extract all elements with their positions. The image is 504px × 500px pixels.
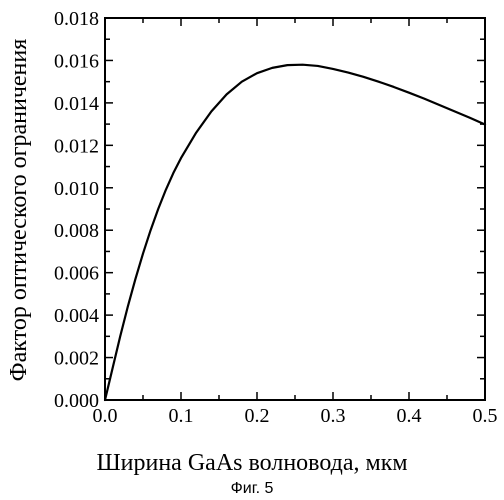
figure-caption: Фиг. 5 bbox=[0, 480, 504, 498]
svg-text:0.1: 0.1 bbox=[169, 405, 194, 427]
svg-text:0.012: 0.012 bbox=[54, 135, 99, 157]
svg-text:0.006: 0.006 bbox=[54, 263, 99, 285]
svg-text:0.002: 0.002 bbox=[54, 348, 99, 370]
svg-text:0.000: 0.000 bbox=[54, 390, 99, 412]
svg-text:0.2: 0.2 bbox=[245, 405, 270, 427]
svg-text:0.004: 0.004 bbox=[54, 305, 99, 327]
svg-text:0.3: 0.3 bbox=[321, 405, 346, 427]
x-axis-label: Ширина GaAs волновода, мкм bbox=[0, 450, 504, 477]
svg-text:0.010: 0.010 bbox=[54, 178, 99, 200]
svg-text:0.014: 0.014 bbox=[54, 93, 99, 115]
y-axis-label: Фактор оптического ограничения bbox=[6, 0, 33, 420]
svg-text:0.008: 0.008 bbox=[54, 220, 99, 242]
svg-text:0.5: 0.5 bbox=[473, 405, 498, 427]
svg-text:0.018: 0.018 bbox=[54, 8, 99, 30]
svg-text:0.4: 0.4 bbox=[397, 405, 422, 427]
confinement-factor-chart: 0.00.10.20.30.40.50.0000.0020.0040.0060.… bbox=[0, 0, 504, 500]
svg-text:0.016: 0.016 bbox=[54, 50, 99, 72]
